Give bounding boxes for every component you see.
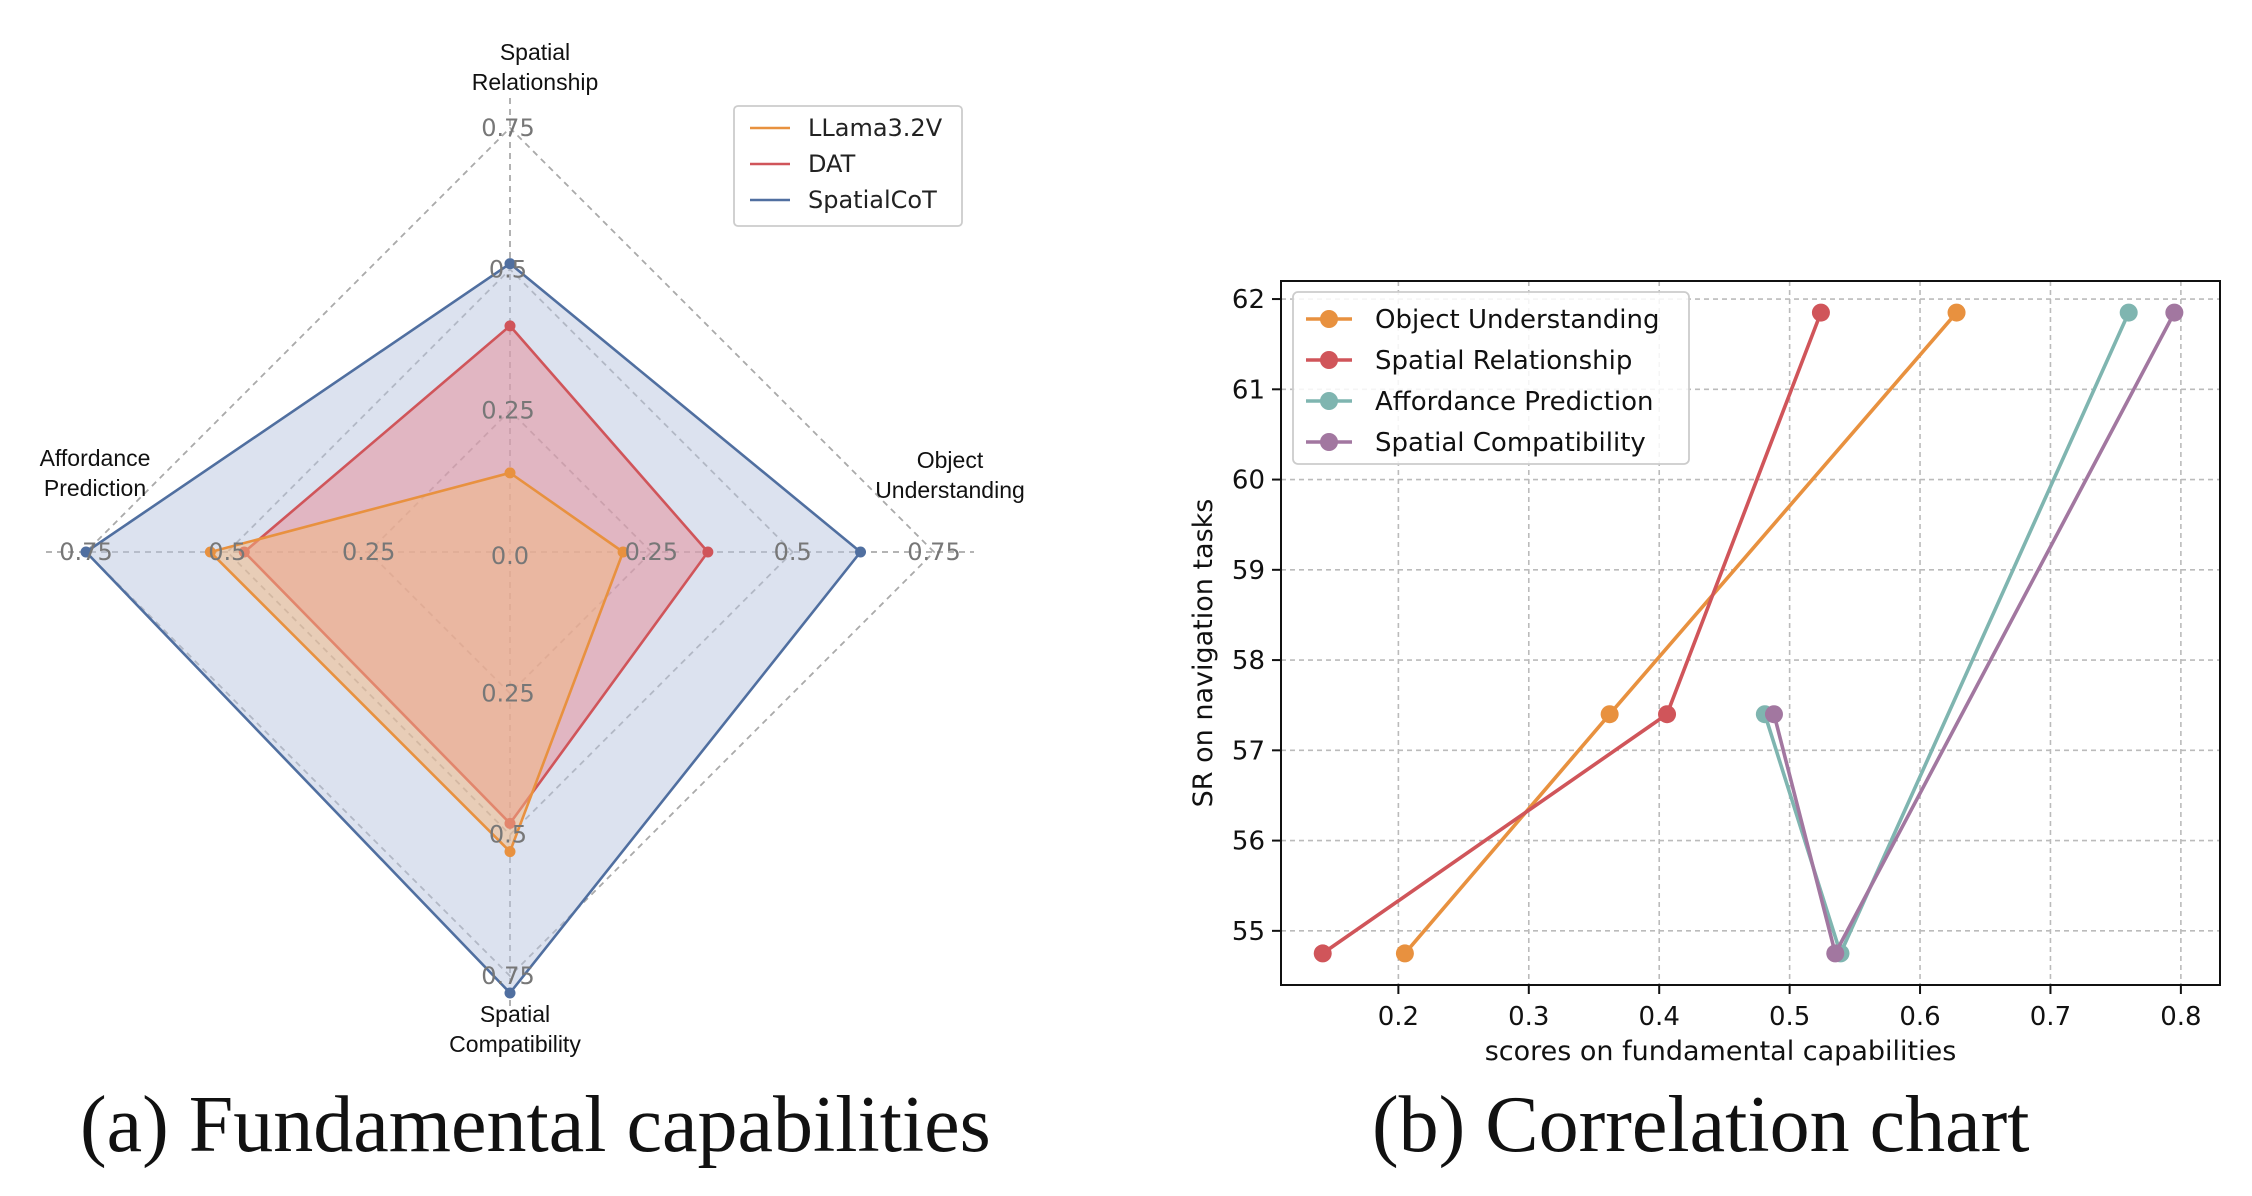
caption-a: (a) Fundamental capabilities — [80, 1081, 991, 1169]
line-legend-marker — [1320, 433, 1338, 451]
line-legend-marker — [1320, 351, 1338, 369]
radar-tick-label: 0.75 — [481, 114, 534, 142]
line-path-affordance-prediction — [1763, 311, 2131, 959]
line-legend-box — [1292, 291, 1690, 465]
line-xtick-label: 0.5 — [1769, 1002, 1810, 1032]
radar-point-llama3-2v — [504, 846, 516, 858]
radar-tick-label: 0.75 — [481, 962, 534, 990]
radar-axis-label: Relationship — [472, 69, 599, 95]
radar-tick-label: 0.25 — [481, 397, 534, 425]
radar-tick-label: 0.5 — [774, 538, 812, 566]
radar-legend-label: SpatialCoT — [808, 186, 937, 214]
line-plot-frame — [1280, 280, 2221, 986]
radar-tick-label: 0.5 — [489, 255, 527, 283]
line-legend-label: Spatial Compatibility — [1375, 428, 1646, 458]
line-point-spatial-compatibility — [1764, 705, 1783, 724]
radar-point-llama3-2v — [204, 546, 216, 558]
line-ylabel: SR on navigation tasks — [1188, 499, 1219, 808]
line-legend: Object Understanding Spatial Relationship… — [1292, 291, 1690, 465]
radar-axis-label: Prediction — [44, 475, 146, 501]
line-legend-label: Object Understanding — [1375, 305, 1660, 335]
line-point-spatial-compatibility — [2165, 303, 2184, 322]
line-point-affordance-prediction — [2119, 303, 2138, 322]
line-point-spatial-compatibility — [1826, 944, 1845, 963]
line-legend-label: Affordance Prediction — [1375, 387, 1653, 417]
radar-chart: 0.0 0.25 0.25 0.25 0.25 0.5 0.5 0.5 0.5 0.75 0.75 0… — [40, 39, 1025, 1057]
radar-tick-label: 0.25 — [342, 538, 395, 566]
line-ytick-label: 55 — [1232, 917, 1265, 947]
radar-tick-label: 0.5 — [489, 821, 527, 849]
radar-axis-label: Spatial — [480, 1001, 550, 1027]
radar-tick-label: 0.25 — [481, 679, 534, 707]
line-xtick-label: 0.3 — [1508, 1002, 1549, 1032]
radar-point-dat — [504, 320, 516, 332]
radar-legend-label: DAT — [808, 150, 856, 178]
line-path-spatial-compatibility — [1772, 311, 2176, 959]
line-ytick-label: 62 — [1232, 285, 1265, 315]
line-point-spatial-relationship — [1658, 705, 1677, 724]
radar-axis-label: Compatibility — [449, 1031, 581, 1057]
radar-tick-label: 0.75 — [59, 538, 112, 566]
radar-point-spatialcot — [80, 546, 92, 558]
line-ytick-label: 61 — [1232, 375, 1265, 405]
line-point-spatial-relationship — [1313, 944, 1332, 963]
radar-tick-label: 0.5 — [208, 538, 246, 566]
line-point-object-understanding — [1395, 944, 1414, 963]
radar-tick-label: 0.0 — [491, 542, 529, 570]
radar-point-spatialcot — [855, 546, 867, 558]
line-legend-marker — [1320, 310, 1338, 328]
radar-point-llama3-2v — [504, 467, 516, 479]
line-ytick-label: 59 — [1232, 556, 1265, 586]
radar-axis-label: Understanding — [875, 477, 1025, 503]
radar-legend-label: LLama3.2V — [808, 114, 943, 142]
line-legend-marker — [1320, 392, 1338, 410]
radar-point-spatialcot — [504, 987, 516, 999]
line-ytick-label: 60 — [1232, 466, 1265, 496]
line-ytick-label: 56 — [1232, 827, 1265, 857]
line-series-spatial-relationship — [1313, 303, 1830, 963]
line-point-spatial-relationship — [1811, 303, 1830, 322]
line-xtick-label: 0.8 — [2160, 1002, 2201, 1032]
line-point-object-understanding — [1600, 705, 1619, 724]
caption-b: (b) Correlation chart — [1372, 1081, 2030, 1169]
line-series-spatial-compatibility — [1764, 303, 2184, 963]
line-ytick-label: 57 — [1232, 736, 1265, 766]
line-ytick-label: 58 — [1232, 646, 1265, 676]
line-xtick-label: 0.4 — [1639, 1002, 1680, 1032]
line-xtick-label: 0.7 — [2030, 1002, 2071, 1032]
correlation-chart: 0.2 0.3 0.4 0.5 0.6 0.7 0.8 55 56 57 58 59 60 61 62 sco… — [1188, 280, 2221, 1067]
radar-axis-label: Affordance — [40, 445, 151, 471]
radar-tick-label: 0.75 — [907, 538, 960, 566]
line-xtick-label: 0.2 — [1378, 1002, 1419, 1032]
radar-legend-box — [733, 105, 963, 227]
line-xlabel: scores on fundamental capabilities — [1485, 1036, 1957, 1067]
line-xtick-label: 0.6 — [1899, 1002, 1940, 1032]
radar-axis-label: Spatial — [500, 39, 570, 65]
radar-tick-label: 0.25 — [625, 538, 678, 566]
radar-legend: LLama3.2V DAT SpatialCoT — [733, 105, 963, 227]
radar-axis-label: Object — [917, 447, 984, 473]
radar-point-spatialcot — [504, 258, 516, 270]
line-series-object-understanding — [1395, 303, 1966, 963]
radar-point-dat — [702, 546, 714, 558]
line-point-object-understanding — [1947, 303, 1966, 322]
line-legend-label: Spatial Relationship — [1375, 346, 1632, 376]
radar-point-llama3-2v — [617, 546, 629, 558]
